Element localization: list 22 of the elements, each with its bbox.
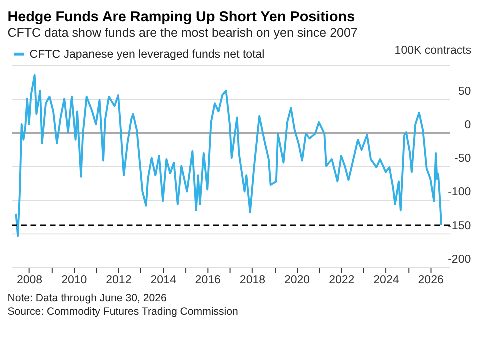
- chart-subtitle: CFTC data show funds are the most bearish on yen since 2007: [8, 26, 358, 40]
- x-tick-label: 2026: [418, 274, 444, 287]
- x-tick-label: 2012: [106, 274, 132, 287]
- y-tick-label: 50: [458, 86, 472, 98]
- y-tick-label: -100: [448, 186, 472, 199]
- y-tick-label: -50: [454, 153, 472, 166]
- y-tick-label: -150: [448, 220, 472, 232]
- chart-title: Hedge Funds Are Ramping Up Short Yen Positions: [8, 10, 356, 26]
- source-note: Source: Commodity Futures Trading Commission: [8, 306, 239, 318]
- x-tick-label: 2008: [16, 274, 43, 287]
- x-tick-label: 2018: [240, 274, 266, 287]
- x-tick-label: 2024: [374, 274, 400, 287]
- x-tick-label: 2014: [150, 274, 177, 287]
- y-tick-label: 0: [464, 119, 472, 132]
- text: Note: Data through June 30, 2026: [8, 292, 167, 304]
- x-tick-label: 2020: [284, 274, 310, 287]
- legend-label: CFTC Japanese yen leveraged funds net total: [30, 49, 265, 62]
- y-axis-title: 100K contracts: [394, 44, 472, 57]
- x-tick-label: 2022: [329, 274, 355, 287]
- x-tick-label: 2016: [195, 274, 221, 287]
- y-tick-label: -200: [448, 254, 472, 266]
- x-tick-label: 2010: [62, 274, 88, 287]
